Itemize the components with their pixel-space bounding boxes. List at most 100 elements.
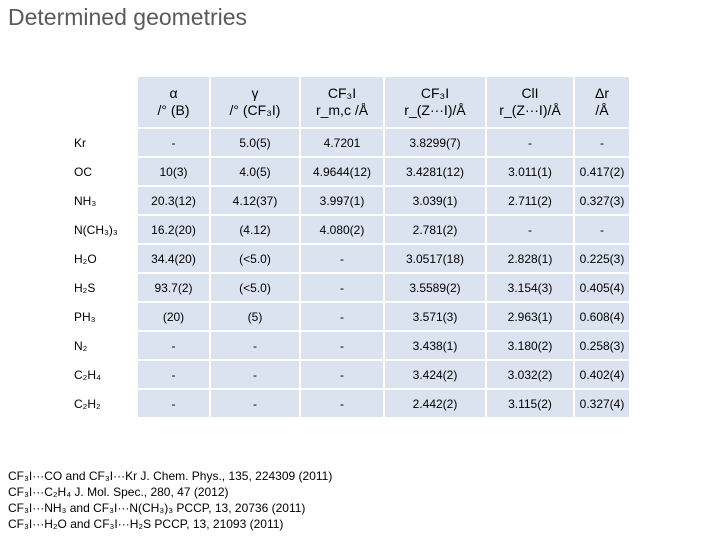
table-cell: 3.438(1): [385, 332, 485, 359]
table-cell: 0.327(3): [575, 187, 629, 214]
table-cell: -: [138, 332, 209, 359]
table-cell: (<5.0): [211, 245, 299, 272]
column-header-delta-r: Δr/Å: [575, 77, 629, 127]
table-cell: 3.154(3): [487, 274, 573, 301]
table-cell: 0.405(4): [575, 274, 629, 301]
table-cell: 20.3(12): [138, 187, 209, 214]
table-cell: 0.417(2): [575, 158, 629, 185]
table-row: C₂H₄ - - -3.424(2) 3.032(2) 0.402(4): [72, 361, 629, 388]
table-cell: -: [301, 361, 383, 388]
header-line-2: r_(Z···I)/Å: [499, 102, 561, 118]
table-cell: -: [575, 129, 629, 156]
row-label: C₂H₄: [72, 361, 136, 388]
header-line-2: /° (B): [157, 102, 190, 118]
table-cell: (4.12): [211, 216, 299, 243]
table-cell: -: [138, 390, 209, 417]
reference-line: CF₃I···CO and CF₃I···Kr J. Chem. Phys., …: [8, 469, 333, 483]
table-body: Kr -5.0(5) 4.7201 3.8299(7) - - OC 10(3) 4.0(5) 4…: [72, 129, 629, 417]
table-cell: -: [575, 216, 629, 243]
table-cell: 3.032(2): [487, 361, 573, 388]
table-cell: 3.180(2): [487, 332, 573, 359]
row-label: N₂: [72, 332, 136, 359]
table-row: NH₃ 20.3(12) 4.12(37) 3.997(1) 3.039(1) 2.711…: [72, 187, 629, 214]
table-cell: 0.327(4): [575, 390, 629, 417]
table-cell: 2.828(1): [487, 245, 573, 272]
table-cell: 5.0(5): [211, 129, 299, 156]
table-cell: 3.011(1): [487, 158, 573, 185]
table-cell: 3.4281(12): [385, 158, 485, 185]
table-cell: 3.571(3): [385, 303, 485, 330]
header-line-2: /Å: [595, 102, 609, 118]
column-header-cf3i-distance: CF₃I r_(Z···I)/Å: [385, 77, 485, 127]
table-cell: -: [211, 361, 299, 388]
table-cell: -: [138, 129, 209, 156]
row-label: Kr: [72, 129, 136, 156]
row-label: PH₃: [72, 303, 136, 330]
table-cell: 3.5589(2): [385, 274, 485, 301]
column-header-cli-distance: ClI r_(Z···I)/Å: [487, 77, 573, 127]
row-label: C₂H₂: [72, 390, 136, 417]
row-label: OC: [72, 158, 136, 185]
table-cell: 3.997(1): [301, 187, 383, 214]
table-cell: 2.442(2): [385, 390, 485, 417]
table-cell: 3.424(2): [385, 361, 485, 388]
table-cell: 4.9644(12): [301, 158, 383, 185]
row-label: H₂S: [72, 274, 136, 301]
table-cell: 34.4(20): [138, 245, 209, 272]
table-cell: 2.781(2): [385, 216, 485, 243]
table-cell: -: [301, 332, 383, 359]
table-cell: 4.080(2): [301, 216, 383, 243]
table-cell: 16.2(20): [138, 216, 209, 243]
column-header-rmc: CF₃I r_m,c /Å: [301, 77, 383, 127]
table-cell: 0.402(4): [575, 361, 629, 388]
corner-cell: [72, 77, 136, 127]
header-row: α/° (B) γ/° (CF₃I) CF₃I r_m,c /Å CF₃I r_(Z…: [72, 77, 629, 127]
table-cell: 10(3): [138, 158, 209, 185]
header-line-1: ClI: [521, 85, 539, 101]
header-line-2: r_(Z···I)/Å: [404, 102, 466, 118]
header-line-1: CF₃I: [327, 85, 357, 101]
table-row: Kr -5.0(5) 4.7201 3.8299(7) - -: [72, 129, 629, 156]
table-cell: 4.0(5): [211, 158, 299, 185]
table-row: H₂O 34.4(20) (<5.0) -3.0517(18) 2.828(1) 0.22…: [72, 245, 629, 272]
row-label: N(CH₃)₃: [72, 216, 136, 243]
header-line-1: Δr: [594, 85, 609, 101]
row-label: NH₃: [72, 187, 136, 214]
table-cell: 0.258(3): [575, 332, 629, 359]
table-cell: 3.039(1): [385, 187, 485, 214]
table-cell: 93.7(2): [138, 274, 209, 301]
table-cell: 3.115(2): [487, 390, 573, 417]
table-cell: 3.0517(18): [385, 245, 485, 272]
table-cell: 2.711(2): [487, 187, 573, 214]
table-cell: -: [301, 390, 383, 417]
table-row: N₂ - - -3.438(1) 3.180(2) 0.258(3): [72, 332, 629, 359]
table-cell: -: [487, 216, 573, 243]
table-cell: -: [301, 274, 383, 301]
reference-line: CF₃I···H₂O and CF₃I···H₂S PCCP, 13, 2109…: [8, 517, 284, 531]
table-cell: (20): [138, 303, 209, 330]
table-cell: -: [301, 245, 383, 272]
row-label: H₂O: [72, 245, 136, 272]
table-cell: 0.225(3): [575, 245, 629, 272]
reference-line: CF₃I···C₂H₄ J. Mol. Spec., 280, 47 (2012…: [8, 485, 229, 499]
header-line-2: r_m,c /Å: [315, 102, 369, 118]
header-line-1: CF₃I: [420, 85, 450, 101]
header-line-1: γ: [251, 85, 259, 101]
table-cell: -: [211, 332, 299, 359]
table-row: OC 10(3) 4.0(5) 4.9644(12) 3.4281(12) 3.011(1…: [72, 158, 629, 185]
table-row: H₂S 93.7(2) (<5.0) -3.5589(2) 3.154(3) 0.405(…: [72, 274, 629, 301]
header-line-1: α: [169, 85, 178, 101]
slide-title: Determined geometries: [8, 4, 248, 30]
table-row: C₂H₂ - - -2.442(2) 3.115(2) 0.327(4): [72, 390, 629, 417]
column-header-gamma: γ/° (CF₃I): [211, 77, 299, 127]
geometry-table: α/° (B) γ/° (CF₃I) CF₃I r_m,c /Å CF₃I r_(Z…: [70, 75, 631, 419]
table-cell: -: [138, 361, 209, 388]
reference-line: CF₃I···NH₃ and CF₃I···N(CH₃)₃ PCCP, 13, …: [8, 501, 306, 515]
table-cell: 4.12(37): [211, 187, 299, 214]
table-row: N(CH₃)₃ 16.2(20) (4.12) 4.080(2) 2.781(2) - -: [72, 216, 629, 243]
table-cell: -: [487, 129, 573, 156]
table-cell: 2.963(1): [487, 303, 573, 330]
table-cell: -: [211, 390, 299, 417]
column-header-alpha: α/° (B): [138, 77, 209, 127]
table-cell: 4.7201: [301, 129, 383, 156]
